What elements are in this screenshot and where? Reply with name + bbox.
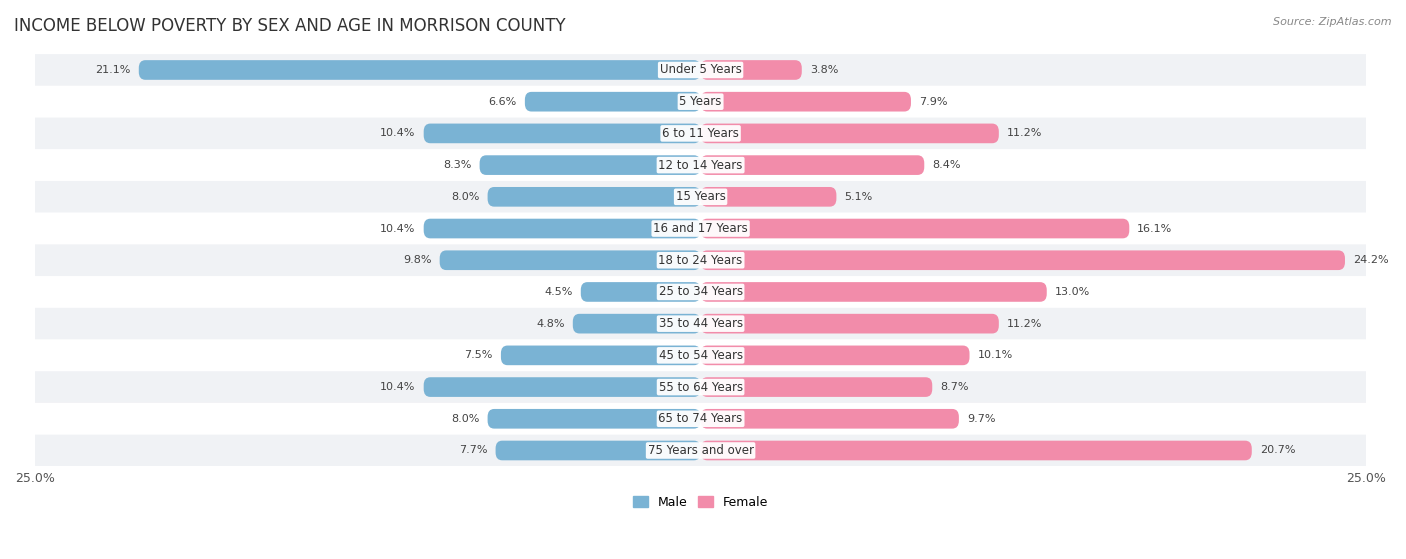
Text: 11.2%: 11.2% <box>1007 319 1042 329</box>
FancyBboxPatch shape <box>35 371 1367 403</box>
Text: 4.5%: 4.5% <box>544 287 572 297</box>
Text: 21.1%: 21.1% <box>96 65 131 75</box>
FancyBboxPatch shape <box>35 276 1367 308</box>
FancyBboxPatch shape <box>700 282 1046 302</box>
FancyBboxPatch shape <box>700 345 970 365</box>
Text: 18 to 24 Years: 18 to 24 Years <box>658 254 742 267</box>
FancyBboxPatch shape <box>35 403 1367 435</box>
Text: 6.6%: 6.6% <box>489 97 517 107</box>
FancyBboxPatch shape <box>479 155 700 175</box>
Text: 24.2%: 24.2% <box>1353 255 1389 265</box>
Text: 10.4%: 10.4% <box>381 382 416 392</box>
FancyBboxPatch shape <box>440 250 700 270</box>
Text: 12 to 14 Years: 12 to 14 Years <box>658 159 742 172</box>
Text: 10.1%: 10.1% <box>977 350 1012 361</box>
Text: 7.7%: 7.7% <box>460 446 488 456</box>
FancyBboxPatch shape <box>35 244 1367 276</box>
Text: 13.0%: 13.0% <box>1054 287 1090 297</box>
FancyBboxPatch shape <box>572 314 700 334</box>
Text: 6 to 11 Years: 6 to 11 Years <box>662 127 740 140</box>
Text: 5.1%: 5.1% <box>845 192 873 202</box>
Text: 10.4%: 10.4% <box>381 129 416 139</box>
FancyBboxPatch shape <box>700 187 837 207</box>
Text: 20.7%: 20.7% <box>1260 446 1295 456</box>
FancyBboxPatch shape <box>700 314 998 334</box>
FancyBboxPatch shape <box>488 409 700 429</box>
Text: 8.4%: 8.4% <box>932 160 960 170</box>
FancyBboxPatch shape <box>35 339 1367 371</box>
Text: 5 Years: 5 Years <box>679 95 721 108</box>
Text: 65 to 74 Years: 65 to 74 Years <box>658 413 742 425</box>
FancyBboxPatch shape <box>501 345 700 365</box>
Text: 7.9%: 7.9% <box>920 97 948 107</box>
FancyBboxPatch shape <box>423 377 700 397</box>
Text: 8.0%: 8.0% <box>451 414 479 424</box>
FancyBboxPatch shape <box>700 60 801 80</box>
Text: 55 to 64 Years: 55 to 64 Years <box>658 381 742 394</box>
FancyBboxPatch shape <box>35 435 1367 466</box>
FancyBboxPatch shape <box>35 54 1367 86</box>
Text: 8.0%: 8.0% <box>451 192 479 202</box>
FancyBboxPatch shape <box>700 219 1129 238</box>
FancyBboxPatch shape <box>35 149 1367 181</box>
FancyBboxPatch shape <box>700 250 1346 270</box>
Text: 10.4%: 10.4% <box>381 224 416 234</box>
Text: 9.7%: 9.7% <box>967 414 995 424</box>
FancyBboxPatch shape <box>35 181 1367 212</box>
Text: 45 to 54 Years: 45 to 54 Years <box>658 349 742 362</box>
Text: 3.8%: 3.8% <box>810 65 838 75</box>
FancyBboxPatch shape <box>139 60 700 80</box>
FancyBboxPatch shape <box>35 86 1367 117</box>
FancyBboxPatch shape <box>581 282 700 302</box>
Text: 16 and 17 Years: 16 and 17 Years <box>654 222 748 235</box>
Text: 35 to 44 Years: 35 to 44 Years <box>658 317 742 330</box>
Text: Source: ZipAtlas.com: Source: ZipAtlas.com <box>1274 17 1392 27</box>
Text: 4.8%: 4.8% <box>536 319 565 329</box>
Text: 9.8%: 9.8% <box>404 255 432 265</box>
FancyBboxPatch shape <box>700 155 924 175</box>
Text: 7.5%: 7.5% <box>464 350 494 361</box>
FancyBboxPatch shape <box>700 92 911 112</box>
FancyBboxPatch shape <box>495 440 700 460</box>
FancyBboxPatch shape <box>700 124 998 143</box>
FancyBboxPatch shape <box>423 219 700 238</box>
Text: INCOME BELOW POVERTY BY SEX AND AGE IN MORRISON COUNTY: INCOME BELOW POVERTY BY SEX AND AGE IN M… <box>14 17 565 35</box>
FancyBboxPatch shape <box>35 117 1367 149</box>
Text: 11.2%: 11.2% <box>1007 129 1042 139</box>
Text: 25 to 34 Years: 25 to 34 Years <box>658 286 742 299</box>
Legend: Male, Female: Male, Female <box>628 491 773 514</box>
FancyBboxPatch shape <box>700 440 1251 460</box>
FancyBboxPatch shape <box>700 377 932 397</box>
FancyBboxPatch shape <box>35 308 1367 339</box>
Text: 8.3%: 8.3% <box>443 160 471 170</box>
FancyBboxPatch shape <box>700 409 959 429</box>
FancyBboxPatch shape <box>35 212 1367 244</box>
Text: 75 Years and over: 75 Years and over <box>648 444 754 457</box>
FancyBboxPatch shape <box>524 92 700 112</box>
Text: Under 5 Years: Under 5 Years <box>659 64 741 77</box>
Text: 15 Years: 15 Years <box>676 190 725 203</box>
FancyBboxPatch shape <box>488 187 700 207</box>
FancyBboxPatch shape <box>423 124 700 143</box>
Text: 8.7%: 8.7% <box>941 382 969 392</box>
Text: 16.1%: 16.1% <box>1137 224 1173 234</box>
